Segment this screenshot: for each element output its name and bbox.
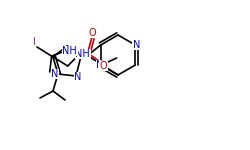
Text: NH: NH bbox=[62, 46, 77, 56]
Text: I: I bbox=[32, 37, 35, 47]
Text: O: O bbox=[89, 28, 96, 38]
Text: N: N bbox=[51, 69, 59, 79]
Text: O: O bbox=[100, 61, 108, 71]
Text: N: N bbox=[133, 40, 140, 50]
Text: NH: NH bbox=[75, 49, 90, 59]
Text: N: N bbox=[74, 72, 82, 82]
Text: N: N bbox=[96, 60, 103, 70]
